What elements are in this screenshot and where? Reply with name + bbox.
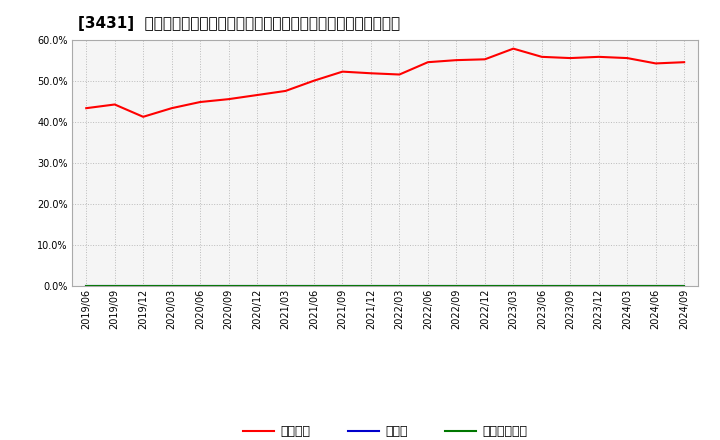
のれん [566,283,575,289]
繰延税金資産 [623,283,631,289]
のれん [480,283,489,289]
のれん [225,283,233,289]
繰延税金資産 [480,283,489,289]
のれん [595,283,603,289]
のれん [452,283,461,289]
自己資本 [310,78,318,83]
自己資本 [566,55,575,61]
自己資本 [623,55,631,61]
のれん [423,283,432,289]
繰延税金資産 [282,283,290,289]
のれん [338,283,347,289]
自己資本 [167,106,176,111]
繰延税金資産 [139,283,148,289]
繰延税金資産 [452,283,461,289]
のれん [167,283,176,289]
繰延税金資産 [423,283,432,289]
のれん [509,283,518,289]
自己資本 [480,57,489,62]
のれん [623,283,631,289]
Legend: 自己資本, のれん, 繰延税金資産: 自己資本, のれん, 繰延税金資産 [238,420,533,440]
自己資本 [366,71,375,76]
のれん [82,283,91,289]
のれん [196,283,204,289]
のれん [310,283,318,289]
自己資本 [282,88,290,94]
のれん [110,283,119,289]
繰延税金資産 [338,283,347,289]
のれん [652,283,660,289]
繰延税金資産 [566,283,575,289]
繰延税金資産 [509,283,518,289]
自己資本 [652,61,660,66]
のれん [139,283,148,289]
自己資本 [110,102,119,107]
繰延税金資産 [196,283,204,289]
繰延税金資産 [652,283,660,289]
自己資本 [680,59,688,65]
繰延税金資産 [225,283,233,289]
繰延税金資産 [680,283,688,289]
のれん [366,283,375,289]
自己資本 [225,96,233,102]
自己資本 [82,106,91,111]
自己資本 [509,46,518,51]
繰延税金資産 [253,283,261,289]
Line: 自己資本: 自己資本 [86,49,684,117]
のれん [395,283,404,289]
のれん [680,283,688,289]
のれん [282,283,290,289]
繰延税金資産 [310,283,318,289]
自己資本 [395,72,404,77]
繰延税金資産 [395,283,404,289]
自己資本 [196,99,204,105]
自己資本 [139,114,148,119]
自己資本 [253,92,261,98]
自己資本 [595,54,603,59]
のれん [253,283,261,289]
自己資本 [452,58,461,63]
繰延税金資産 [82,283,91,289]
繰延税金資産 [595,283,603,289]
自己資本 [423,59,432,65]
繰延税金資産 [366,283,375,289]
のれん [537,283,546,289]
自己資本 [338,69,347,74]
繰延税金資産 [167,283,176,289]
繰延税金資産 [537,283,546,289]
繰延税金資産 [110,283,119,289]
Text: [3431]  自己資本、のれん、繰延税金資産の総資産に対する比率の推移: [3431] 自己資本、のれん、繰延税金資産の総資産に対する比率の推移 [78,16,400,32]
自己資本 [537,54,546,59]
